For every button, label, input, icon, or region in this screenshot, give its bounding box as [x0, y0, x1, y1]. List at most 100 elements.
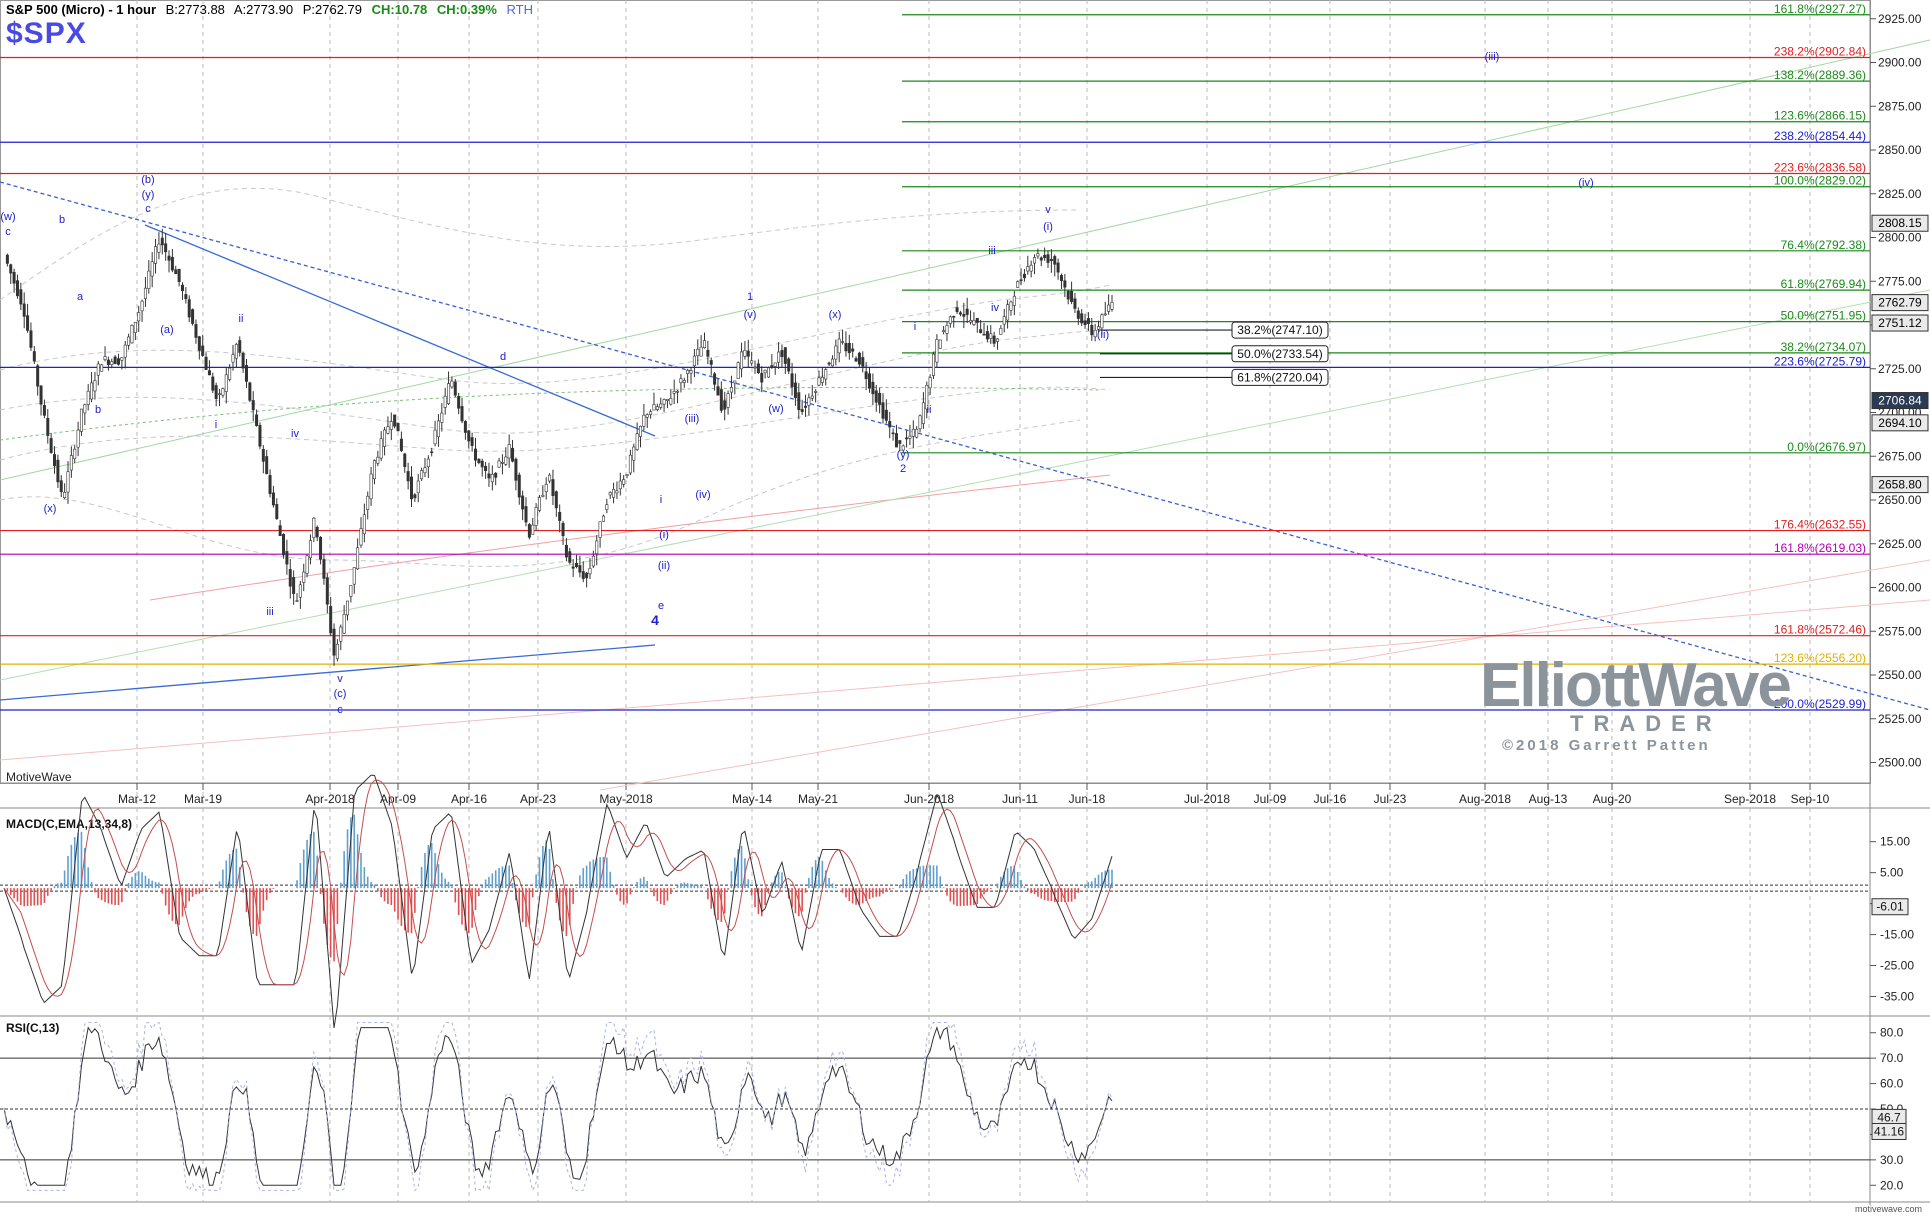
candle-body	[763, 369, 767, 374]
macd-tick-label: -35.00	[1880, 990, 1914, 1004]
candle-body	[699, 346, 703, 357]
candle-body	[460, 406, 464, 422]
candle-body	[750, 360, 754, 364]
candle-body	[995, 338, 999, 342]
candle-body	[817, 377, 821, 386]
candle-body	[1059, 275, 1063, 282]
candle-body	[1039, 257, 1043, 261]
candle-body	[679, 378, 683, 384]
rsi-line	[3, 1025, 1113, 1187]
candle-body	[133, 322, 137, 333]
candle-body	[244, 365, 248, 382]
candle-body	[999, 328, 1003, 335]
candles-group	[5, 228, 1114, 666]
candle-body	[706, 349, 710, 357]
candle-body	[376, 456, 380, 464]
candle-body	[177, 268, 181, 282]
candle-body	[123, 344, 127, 358]
candle-body	[921, 402, 925, 424]
price-tag-box	[1871, 294, 1929, 312]
candle-body	[760, 373, 764, 383]
candle-body	[992, 335, 996, 344]
rsi-tick-label: 20.0	[1880, 1178, 1904, 1192]
candle-body	[1026, 266, 1030, 272]
candle-body	[521, 495, 525, 510]
candle-body	[740, 351, 744, 370]
candle-body	[830, 358, 834, 367]
candle-body	[504, 456, 508, 465]
candle-body	[130, 325, 134, 344]
price-tag-label: 2751.12	[1878, 316, 1922, 330]
retracement-label: 50.0%(2733.54)	[1237, 347, 1322, 361]
date-tick-label: Apr-23	[520, 792, 556, 806]
candle-body	[332, 628, 336, 656]
price-tick-label: 2600.00	[1878, 581, 1922, 595]
wave-label: (iv)	[695, 489, 710, 501]
macd-title: MACD(C,EMA,13,34,8)	[6, 817, 132, 831]
bid-value: B:2773.88	[165, 2, 225, 17]
fib-level-label: 200.0%(2529.99)	[1774, 697, 1866, 711]
candle-body	[403, 453, 407, 468]
candle-body	[224, 374, 228, 392]
candle-body	[797, 392, 801, 411]
fib-level-label: 223.6%(2725.79)	[1774, 354, 1866, 368]
candle-body	[467, 430, 471, 442]
date-tick-label: Jul-23	[1374, 792, 1407, 806]
candle-body	[19, 289, 23, 305]
candle-body	[53, 454, 57, 467]
candle-body	[265, 456, 269, 475]
candle-body	[282, 534, 286, 556]
date-tick-label: Sep-2018	[1724, 792, 1776, 806]
wave-label: (iii)	[685, 413, 700, 425]
candle-body	[568, 551, 572, 563]
retracement-label: 38.2%(2747.10)	[1237, 323, 1322, 337]
candle-body	[884, 409, 888, 421]
candle-body	[558, 511, 562, 521]
candle-body	[396, 422, 400, 432]
fib-level-label: 161.8%(2619.03)	[1774, 541, 1866, 555]
candle-body	[868, 373, 872, 389]
candle-body	[662, 399, 666, 405]
candle-body	[652, 404, 656, 411]
candle-body	[160, 237, 164, 246]
wave-label: iv	[991, 302, 999, 314]
candle-body	[925, 384, 929, 410]
candle-body	[665, 398, 669, 401]
candle-body	[106, 359, 110, 366]
candle-body	[561, 522, 565, 537]
candle-body	[1029, 264, 1033, 272]
price-tag-box	[1871, 392, 1929, 410]
candle-body	[915, 428, 919, 438]
rsi-value-tag-label: 46.7	[1877, 1110, 1901, 1124]
candle-body	[770, 365, 774, 368]
candle-body	[450, 380, 454, 388]
date-tick-label: Mar-19	[184, 792, 222, 806]
candle-body	[844, 343, 848, 352]
candle-body	[1033, 257, 1037, 264]
candle-body	[366, 495, 370, 510]
candle-body	[228, 367, 232, 380]
candle-body	[601, 515, 605, 522]
candle-body	[928, 377, 932, 389]
candle-body	[218, 393, 222, 395]
candle-body	[100, 364, 104, 372]
candle-body	[625, 474, 629, 476]
candle-body	[339, 626, 343, 642]
candle-body	[554, 491, 558, 509]
rsi-signal-line	[3, 1021, 1113, 1192]
macd-value-tag-label: -6.01	[1876, 900, 1904, 914]
candle-body	[362, 514, 366, 535]
candle-body	[938, 339, 942, 349]
date-tick-label: Jul-09	[1254, 792, 1287, 806]
candle-body	[295, 600, 299, 602]
rsi-title: RSI(C,13)	[6, 1021, 59, 1035]
candle-body	[184, 294, 188, 300]
candle-body	[743, 349, 747, 357]
candle-body	[140, 300, 144, 312]
candle-body	[180, 284, 184, 292]
wave-label: (iii)	[1485, 51, 1500, 63]
candle-body	[157, 243, 161, 253]
candle-body	[103, 356, 107, 360]
price-value: P:2762.79	[302, 2, 363, 17]
retracement-box	[1231, 368, 1329, 386]
